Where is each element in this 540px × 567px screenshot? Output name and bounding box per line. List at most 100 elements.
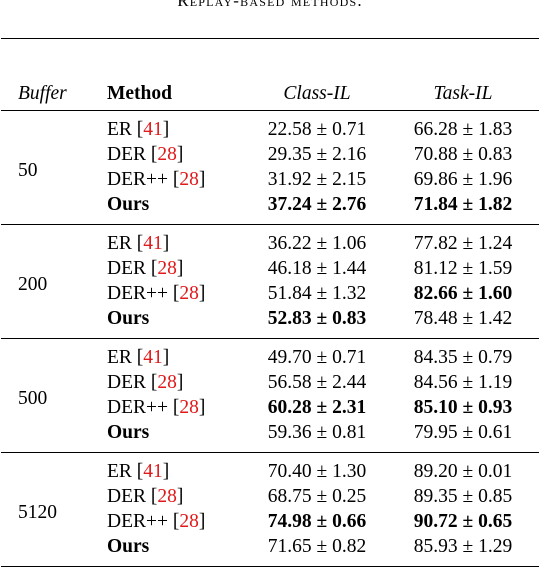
task-il-value: 71.84 ± 1.82	[387, 192, 539, 225]
task-il-value: 81.12 ± 1.59	[413, 258, 513, 279]
task-il-value: 66.28 ± 1.83	[413, 119, 513, 140]
method-cell: DER [28]	[107, 258, 184, 279]
task-il-value: 85.93 ± 1.29	[387, 534, 539, 567]
results-table: Buffer Method Class-IL Task-IL 50 ER [41]…	[1, 38, 539, 567]
table-header: Buffer Method Class-IL Task-IL	[1, 38, 539, 111]
method-cell: Ours	[106, 534, 247, 567]
task-il-value: 84.56 ± 1.19	[413, 372, 513, 393]
method-name: DER++	[107, 511, 168, 532]
task-il-value: 79.95 ± 0.61	[387, 420, 539, 453]
header-method: Method	[107, 82, 172, 104]
class-il-value: 37.24 ± 2.76	[247, 192, 387, 225]
citation-link[interactable]: 28	[157, 372, 177, 393]
method-cell: DER++ [28]	[107, 511, 206, 532]
method-cell: DER++ [28]	[107, 283, 206, 304]
buffer-size-cell: 50	[1, 110, 106, 225]
class-il-value: 56.58 ± 2.44	[267, 372, 367, 393]
class-il-value: 70.40 ± 1.30	[267, 461, 367, 482]
method-name: DER	[107, 486, 146, 507]
class-il-value: 22.58 ± 0.71	[267, 119, 367, 140]
method-name: ER	[107, 461, 132, 482]
class-il-value: 71.65 ± 0.82	[247, 534, 387, 567]
top-rule	[1, 38, 539, 75]
class-il-value: 59.36 ± 0.81	[247, 420, 387, 453]
method-cell: ER [41]	[107, 347, 170, 368]
header-buffer: Buffer	[18, 82, 67, 104]
method-cell: DER [28]	[107, 486, 184, 507]
citation-link[interactable]: 28	[179, 169, 199, 190]
method-name: Ours	[107, 194, 150, 215]
method-name: ER	[107, 233, 132, 254]
class-il-value: 60.28 ± 2.31	[267, 397, 367, 418]
table-row: DER++ [28] 74.98 ± 0.66 90.72 ± 0.65	[1, 509, 539, 534]
table-row: 5120 ER [41] 70.40 ± 1.30 89.20 ± 0.01	[1, 452, 539, 567]
method-cell: ER [41]	[107, 119, 170, 140]
method-cell: ER [41]	[107, 461, 170, 482]
citation-link[interactable]: 28	[179, 511, 199, 532]
task-il-value: 84.35 ± 0.79	[413, 347, 513, 368]
table-row: Ours 52.83 ± 0.83 78.48 ± 1.42	[1, 306, 539, 339]
method-cell: Ours	[106, 192, 247, 225]
method-name: Ours	[107, 422, 150, 443]
table-caption: Replay-based methods.	[177, 0, 363, 10]
method-cell: DER++ [28]	[107, 169, 206, 190]
task-il-value: 70.88 ± 0.83	[413, 144, 513, 165]
table-row: DER++ [28] 60.28 ± 2.31 85.10 ± 0.93	[1, 395, 539, 420]
citation-link[interactable]: 41	[143, 347, 163, 368]
header-class-il: Class-IL	[283, 82, 351, 104]
method-name: ER	[107, 347, 132, 368]
method-cell: ER [41]	[107, 233, 170, 254]
table-row: 50 ER [41] 22.58 ± 0.71 66.28 ± 1.83	[1, 110, 539, 225]
table-row: Ours 37.24 ± 2.76 71.84 ± 1.82	[1, 192, 539, 225]
method-name: DER++	[107, 169, 168, 190]
table-row: 200 ER [41] 36.22 ± 1.06 77.82 ± 1.24	[1, 224, 539, 339]
method-cell: DER [28]	[107, 372, 184, 393]
class-il-value: 49.70 ± 0.71	[267, 347, 367, 368]
buffer-size-cell: 500	[1, 338, 106, 453]
citation-link[interactable]: 28	[179, 397, 199, 418]
citation-link[interactable]: 28	[157, 144, 177, 165]
class-il-value: 74.98 ± 0.66	[267, 511, 367, 532]
table-row: DER [28] 46.18 ± 1.44 81.12 ± 1.59	[1, 256, 539, 281]
method-name: DER	[107, 258, 146, 279]
method-name: ER	[107, 119, 132, 140]
class-il-value: 29.35 ± 2.16	[267, 144, 367, 165]
header-row: Buffer Method Class-IL Task-IL	[1, 75, 539, 111]
class-il-value: 51.84 ± 1.32	[267, 283, 367, 304]
class-il-value: 52.83 ± 0.83	[247, 306, 387, 339]
class-il-value: 46.18 ± 1.44	[267, 258, 367, 279]
method-name: DER++	[107, 397, 168, 418]
citation-link[interactable]: 41	[143, 119, 163, 140]
buffer-size-cell: 5120	[1, 452, 106, 567]
method-cell: DER++ [28]	[107, 397, 206, 418]
table-row: DER [28] 68.75 ± 0.25 89.35 ± 0.85	[1, 484, 539, 509]
citation-link[interactable]: 41	[143, 461, 163, 482]
task-il-value: 77.82 ± 1.24	[413, 233, 513, 254]
table-row: DER++ [28] 51.84 ± 1.32 82.66 ± 1.60	[1, 281, 539, 306]
method-cell: DER [28]	[107, 144, 184, 165]
task-il-value: 89.20 ± 0.01	[413, 461, 513, 482]
citation-link[interactable]: 41	[143, 233, 163, 254]
task-il-value: 89.35 ± 0.85	[413, 486, 513, 507]
method-name: DER++	[107, 283, 168, 304]
buffer-size-cell: 200	[1, 224, 106, 339]
class-il-value: 31.92 ± 2.15	[267, 169, 367, 190]
table-row: 500 ER [41] 49.70 ± 0.71 84.35 ± 0.79	[1, 338, 539, 453]
citation-link[interactable]: 28	[157, 486, 177, 507]
table-row: DER [28] 56.58 ± 2.44 84.56 ± 1.19	[1, 370, 539, 395]
table-row: Ours 59.36 ± 0.81 79.95 ± 0.61	[1, 420, 539, 453]
task-il-value: 82.66 ± 1.60	[413, 283, 513, 304]
method-name: Ours	[107, 536, 150, 557]
method-name: Ours	[107, 308, 150, 329]
table-body: 50 ER [41] 22.58 ± 0.71 66.28 ± 1.83 DER [28…	[1, 110, 539, 567]
task-il-value: 85.10 ± 0.93	[413, 397, 513, 418]
header-task-il: Task-IL	[433, 82, 493, 104]
method-name: DER	[107, 144, 146, 165]
citation-link[interactable]: 28	[157, 258, 177, 279]
method-cell: Ours	[106, 420, 247, 453]
method-cell: Ours	[106, 306, 247, 339]
task-il-value: 69.86 ± 1.96	[413, 169, 513, 190]
class-il-value: 36.22 ± 1.06	[267, 233, 367, 254]
citation-link[interactable]: 28	[179, 283, 199, 304]
table-row: DER [28] 29.35 ± 2.16 70.88 ± 0.83	[1, 142, 539, 167]
